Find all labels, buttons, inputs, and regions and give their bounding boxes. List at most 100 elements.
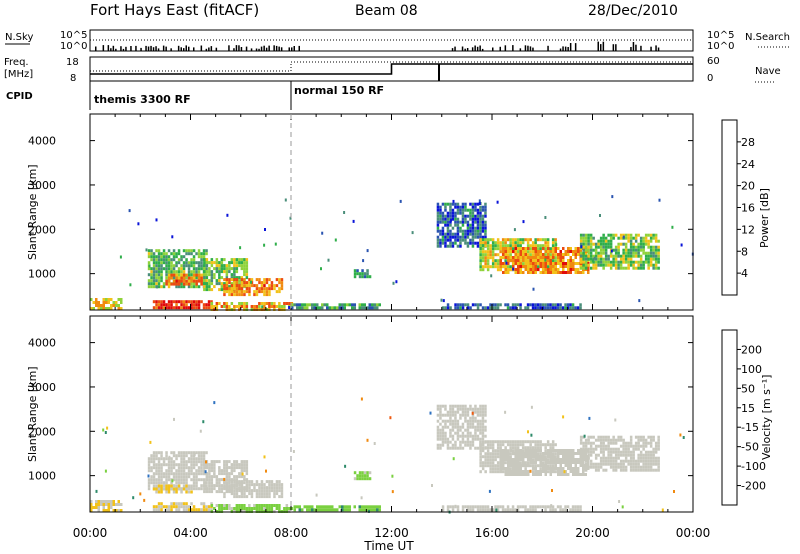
range-cell [511, 247, 515, 251]
range-cell [456, 211, 460, 215]
range-cell [506, 449, 510, 453]
range-cell [539, 265, 542, 268]
range-cell [587, 236, 590, 240]
range-cell [197, 472, 201, 476]
range-cell [323, 505, 326, 509]
range-cell [210, 261, 214, 265]
range-cell [612, 260, 615, 264]
range-cell [614, 468, 618, 472]
range-cell [265, 480, 269, 484]
range-cell [536, 452, 540, 456]
range-cell [255, 489, 259, 493]
range-cell [629, 254, 633, 258]
range-cell [182, 276, 186, 280]
range-cell [484, 464, 487, 468]
speckle-cell [264, 228, 266, 231]
range-cell [632, 459, 635, 463]
range-cell [225, 302, 229, 305]
range-cell [200, 472, 203, 476]
range-cell [614, 462, 618, 466]
range-cell [157, 267, 161, 271]
range-cell [155, 255, 158, 259]
range-cell [439, 416, 442, 420]
range-cell [466, 440, 470, 444]
range-cell [240, 305, 244, 308]
range-cell [167, 270, 171, 274]
range-cell [484, 470, 487, 474]
range-cell [436, 238, 440, 242]
range-cell [449, 223, 452, 227]
range-cell [574, 473, 577, 476]
range-cell [639, 242, 643, 246]
range-cell [225, 478, 229, 482]
range-cell [569, 303, 572, 307]
speckle-cell [104, 469, 107, 473]
range-cell [260, 507, 264, 510]
range-cell [218, 490, 221, 494]
range-cell [642, 453, 645, 457]
range-cell [446, 235, 450, 239]
range-cell [496, 443, 500, 447]
range-cell [529, 458, 532, 461]
range-cell [519, 250, 522, 253]
range-cell [582, 271, 585, 274]
range-cell [177, 463, 181, 467]
range-cell [152, 267, 156, 271]
range-cell [479, 250, 482, 254]
range-cell [225, 504, 229, 507]
range-cell [268, 287, 271, 291]
range-cell [235, 261, 239, 265]
range-cell [607, 260, 610, 264]
range-cell [230, 489, 234, 493]
range-cell [167, 261, 171, 265]
range-cell [622, 459, 625, 463]
speckle-cell [193, 453, 196, 456]
range-cell [539, 262, 542, 265]
range-cell [162, 282, 166, 286]
speckle-cell [599, 214, 601, 217]
range-cell [225, 276, 229, 280]
range-cell [225, 281, 229, 285]
range-cell [517, 259, 520, 262]
range-cell [461, 306, 465, 310]
range-cell [454, 410, 457, 414]
range-cell [632, 447, 635, 451]
range-cell [255, 293, 259, 297]
speckle-cell [288, 306, 291, 309]
range-cell [584, 266, 588, 270]
range-cell [604, 257, 608, 261]
range-cell [496, 455, 500, 459]
range-cell [175, 264, 178, 268]
range-cell [484, 250, 487, 254]
range-cell [348, 505, 351, 509]
range-cell [273, 287, 276, 291]
range-cell [461, 434, 465, 438]
range-cell [361, 275, 364, 279]
range-cell [479, 505, 482, 509]
range-cell [544, 247, 547, 251]
range-cell [644, 254, 648, 258]
range-cell [534, 306, 537, 310]
range-cell [298, 303, 301, 307]
range-cell [165, 454, 168, 458]
range-cell [552, 247, 555, 250]
range-cell [233, 492, 236, 496]
range-cell [185, 303, 188, 307]
range-cell [152, 276, 156, 280]
range-cell [245, 276, 249, 280]
range-cell [604, 447, 608, 451]
range-cell [172, 252, 176, 256]
range-cell [273, 284, 276, 288]
range-cell [436, 205, 440, 209]
range-cell [152, 487, 156, 491]
range-cell [622, 450, 625, 454]
range-cell [233, 489, 236, 493]
range-cell [202, 478, 206, 482]
range-cell [283, 507, 286, 510]
range-cell [172, 475, 176, 479]
range-cell [642, 456, 645, 460]
range-cell [579, 438, 583, 442]
range-cell [225, 472, 229, 476]
range-cell [275, 504, 279, 507]
range-cell [197, 270, 201, 274]
